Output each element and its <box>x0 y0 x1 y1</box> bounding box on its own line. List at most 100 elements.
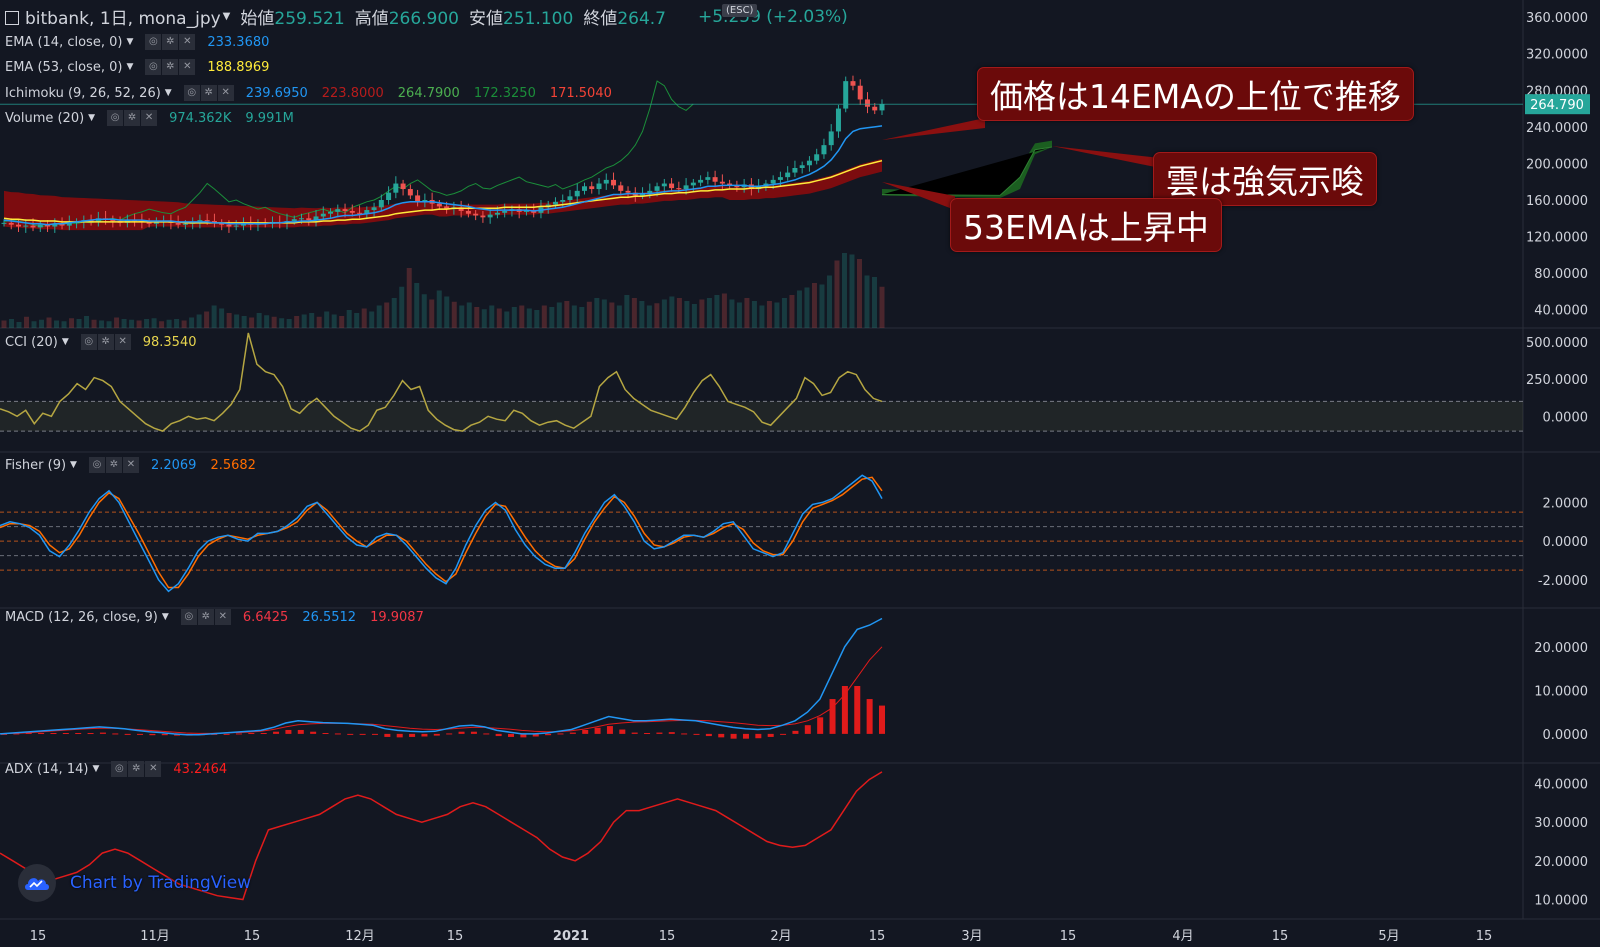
macd-histogram-value: 6.6425 <box>242 609 289 625</box>
chevron-down-icon[interactable]: ▼ <box>126 62 134 72</box>
cci-label[interactable]: CCI (20) <box>5 334 58 350</box>
macd-histogram-bar <box>13 733 20 735</box>
candle-body <box>712 177 718 182</box>
macd-histogram-bar <box>582 729 589 734</box>
chevron-down-icon[interactable]: ▼ <box>164 88 172 98</box>
gear-icon[interactable]: ✲ <box>162 34 179 50</box>
adx-axis-tick: 40.0000 <box>1534 777 1588 792</box>
candle-body <box>45 224 51 227</box>
volume-bar <box>819 284 825 328</box>
gear-icon[interactable]: ✲ <box>162 59 179 75</box>
gear-icon[interactable]: ✲ <box>105 457 122 473</box>
chevron-down-icon[interactable]: ▼ <box>70 460 77 470</box>
tradingview-watermark[interactable]: Chart by TradingView <box>18 864 251 902</box>
eye-icon[interactable]: ◎ <box>88 457 105 473</box>
close-icon[interactable]: ✕ <box>122 457 139 473</box>
eye-icon[interactable]: ◎ <box>107 110 124 126</box>
close-icon[interactable]: ✕ <box>217 85 234 101</box>
ichimoku-label[interactable]: Ichimoku (9, 26, 52, 26) <box>5 85 161 101</box>
macd-histogram-bar <box>25 733 32 735</box>
volume-bar <box>279 318 285 328</box>
volume-bar <box>271 316 277 328</box>
time-axis-tick: 11月 <box>140 929 170 944</box>
candle-body <box>676 188 682 190</box>
volume-bar <box>369 311 375 328</box>
esc-badge[interactable]: (ESC) <box>722 4 758 17</box>
gear-icon[interactable]: ✲ <box>128 761 145 777</box>
chevron-down-icon[interactable]: ▼ <box>161 612 169 622</box>
macd-histogram-bar <box>668 732 675 734</box>
chevron-down-icon[interactable]: ▼ <box>126 37 134 47</box>
time-axis-tick: 2021 <box>553 929 589 944</box>
chevron-down-icon[interactable]: ▼ <box>92 764 100 774</box>
candle-body <box>581 186 587 191</box>
volume-bar <box>496 308 502 328</box>
candle-body <box>864 99 870 107</box>
legend-fisher: Fisher (9) ▼ ◎ ✲ ✕ 2.2069 2.5682 <box>5 457 264 473</box>
volume-bar <box>309 313 315 328</box>
adx-value: 43.2464 <box>173 761 228 777</box>
candle-body <box>850 81 856 86</box>
gear-icon[interactable]: ✲ <box>97 334 114 350</box>
close-icon[interactable]: ✕ <box>179 34 196 50</box>
close-icon[interactable]: ✕ <box>179 59 196 75</box>
macd-histogram-bar <box>62 733 69 735</box>
candle-body <box>611 179 617 186</box>
macd-label[interactable]: MACD (12, 26, close, 9) <box>5 609 158 625</box>
open-value: 259.521 <box>274 9 345 29</box>
chevron-down-icon[interactable]: ▼ <box>222 11 231 22</box>
candle-body <box>175 222 181 225</box>
volume-bar <box>564 301 570 328</box>
ema14-value: 233.3680 <box>207 34 270 50</box>
ema14-label[interactable]: EMA (14, close, 0) <box>5 34 123 50</box>
close-icon[interactable]: ✕ <box>214 609 231 625</box>
macd-histogram-bar <box>520 733 527 738</box>
volume-bar <box>714 295 720 328</box>
close-icon[interactable]: ✕ <box>114 334 131 350</box>
gear-icon[interactable]: ✲ <box>124 110 141 126</box>
gear-icon[interactable]: ✲ <box>197 609 214 625</box>
volume-bar <box>361 308 367 328</box>
adx-label[interactable]: ADX (14, 14) <box>5 761 89 777</box>
legend-volume: Volume (20) ▼ ◎ ✲ ✕ 974.362K 9.991M <box>5 110 302 126</box>
eye-icon[interactable]: ◎ <box>145 59 162 75</box>
eye-icon[interactable]: ◎ <box>183 85 200 101</box>
chevron-down-icon[interactable]: ▼ <box>61 337 69 347</box>
candle-body <box>52 223 58 227</box>
candle-body <box>814 154 820 161</box>
close-icon[interactable]: ✕ <box>141 110 158 126</box>
eye-icon[interactable]: ◎ <box>111 761 128 777</box>
symbol-title[interactable]: bitbank, 1日, mona_jpy <box>25 9 221 29</box>
ema53-label[interactable]: EMA (53, close, 0) <box>5 59 123 75</box>
candle-body <box>770 179 776 184</box>
collapse-icon[interactable] <box>5 10 19 25</box>
gear-icon[interactable]: ✲ <box>200 85 217 101</box>
volume-bar <box>354 313 360 328</box>
candle-body <box>654 186 660 191</box>
price-axis-tick: 360.0000 <box>1526 11 1588 26</box>
macd-histogram-bar <box>112 733 119 735</box>
volume-bar <box>474 307 480 328</box>
candle-body <box>494 212 500 215</box>
eye-icon[interactable]: ◎ <box>180 609 197 625</box>
fisher-label[interactable]: Fisher (9) <box>5 457 67 473</box>
volume-label[interactable]: Volume (20) <box>5 110 85 126</box>
eye-icon[interactable]: ◎ <box>145 34 162 50</box>
ichimoku-conversion-value: 239.6950 <box>245 85 308 101</box>
macd-histogram-bar <box>705 733 712 737</box>
volume-bar <box>136 320 142 328</box>
macd-histogram-bar <box>273 731 280 734</box>
candle-body <box>219 222 225 225</box>
candle-body <box>669 183 675 189</box>
close-icon[interactable]: ✕ <box>145 761 162 777</box>
candle-body <box>146 221 152 224</box>
time-axis-tick: 3月 <box>961 929 982 944</box>
candle-body <box>603 179 609 184</box>
macd-histogram-bar <box>421 733 428 737</box>
candle-body <box>37 224 43 228</box>
volume-bar <box>436 290 442 328</box>
eye-icon[interactable]: ◎ <box>80 334 97 350</box>
legend-macd: MACD (12, 26, close, 9) ▼ ◎ ✲ ✕ 6.6425 26.5… <box>5 609 432 625</box>
chevron-down-icon[interactable]: ▼ <box>88 113 96 123</box>
